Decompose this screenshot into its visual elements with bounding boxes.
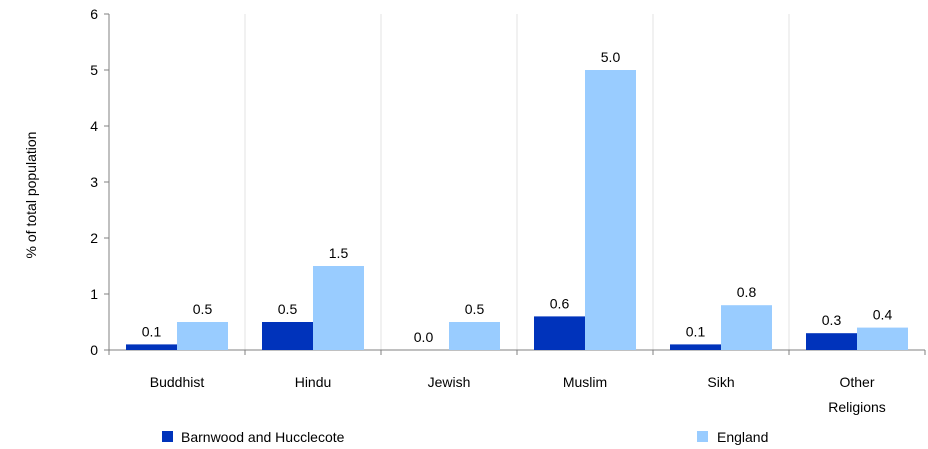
legend-label-england: England [717,429,768,445]
bar-england [857,327,908,350]
data-label: 5.0 [601,49,621,65]
bar-england [177,322,228,350]
y-tick-label: 6 [90,6,98,22]
axes [104,13,926,355]
data-label: 0.5 [193,301,213,317]
data-label: 0.1 [686,323,706,339]
data-label: 0.8 [737,284,757,300]
data-label: 0.5 [278,301,298,317]
y-tick-labels: 0 1 2 3 4 5 6 [90,6,98,358]
data-label: 0.4 [873,307,893,323]
data-labels: 0.1 0.5 0.0 0.6 0.1 0.3 0.5 1.5 0.5 5.0 0.8 0.4 [142,49,893,345]
gridlines [244,14,790,350]
data-label: 1.5 [329,245,349,261]
category-label: Hindu [295,374,332,390]
category-label: Jewish [428,374,471,390]
bar-barnwood [670,344,721,350]
bar-barnwood [534,316,585,350]
data-label: 0.3 [822,312,842,328]
legend-label-barnwood: Barnwood and Hucclecote [181,429,345,445]
data-label: 0.0 [414,329,434,345]
bar-barnwood [806,333,857,350]
y-tick-label: 1 [90,286,98,302]
y-axis-title: % of total population [23,132,39,259]
data-label: 0.5 [465,301,485,317]
y-tick-label: 5 [90,62,98,78]
bar-barnwood [126,344,177,350]
bar-barnwood [262,322,313,350]
data-label: 0.6 [550,295,570,311]
category-label: Religions [828,399,886,415]
data-label: 0.1 [142,323,162,339]
legend: Barnwood and Hucclecote England [162,429,768,445]
category-label: Sikh [707,374,734,390]
category-labels: Buddhist Hindu Jewish Muslim Sikh Other Religi… [150,374,886,415]
category-label: Buddhist [150,374,205,390]
bar-england [585,70,636,350]
bar-england [449,322,500,350]
legend-swatch-england [697,431,708,442]
y-tick-label: 0 [90,342,98,358]
y-tick-label: 3 [90,174,98,190]
bar-england [313,266,364,350]
category-label: Muslim [563,374,607,390]
y-tick-label: 2 [90,230,98,246]
bars [126,70,908,350]
legend-swatch-barnwood [162,431,173,442]
category-label: Other [839,374,874,390]
bar-england [721,305,772,350]
y-tick-label: 4 [90,118,98,134]
